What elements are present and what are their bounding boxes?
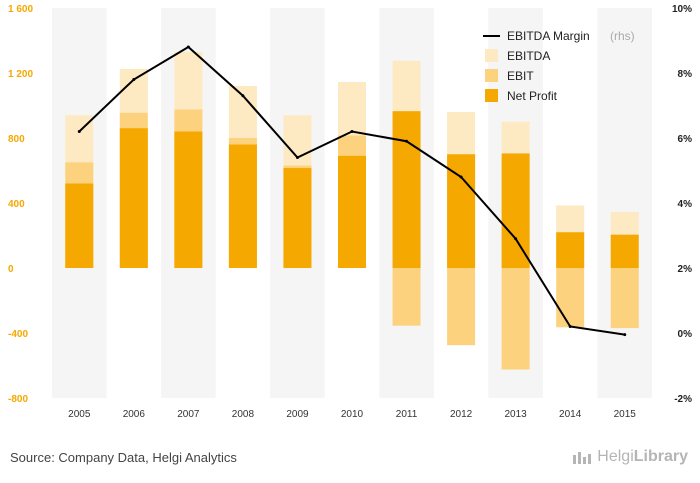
ebitda-margin-point xyxy=(514,237,518,241)
legend-net-profit-label: Net Profit xyxy=(507,89,558,103)
x-axis-ticks: 2005 2006 2007 2008 2009 2010 2011 2012 2013 2014… xyxy=(68,409,636,420)
ebitda-margin-point xyxy=(405,139,409,143)
library-icon xyxy=(573,452,592,464)
net-profit-bar xyxy=(556,232,585,268)
x-tick-label: 2009 xyxy=(286,409,309,420)
net-profit-bar xyxy=(65,183,94,268)
legend-ebit-label: EBIT xyxy=(507,69,534,83)
brand-logo: HelgiLibrary xyxy=(572,448,688,466)
left-tick-label: 1 200 xyxy=(8,69,33,80)
legend-ebitda-label: EBITDA xyxy=(507,49,550,63)
net-profit-bar xyxy=(501,153,530,268)
ebit-bar xyxy=(610,268,639,329)
net-profit-bar xyxy=(447,154,476,268)
left-tick-label: 0 xyxy=(8,264,14,275)
ebit-bar xyxy=(501,268,530,370)
legend-net-profit-swatch xyxy=(485,89,498,102)
ebitda-margin-point xyxy=(459,175,463,179)
ebit-bar xyxy=(447,268,476,346)
right-tick-label: 6% xyxy=(678,134,693,145)
legend-ebit-swatch xyxy=(485,69,498,82)
left-tick-label: 1 600 xyxy=(8,4,33,15)
ebitda-margin-point xyxy=(295,156,299,159)
legend-margin-label: EBITDA Margin xyxy=(507,29,590,43)
net-profit-bar xyxy=(228,144,257,268)
x-tick-label: 2010 xyxy=(341,409,364,420)
x-tick-label: 2006 xyxy=(123,409,146,420)
ebitda-margin-point xyxy=(186,45,190,49)
left-tick-label: -400 xyxy=(8,329,28,340)
brand-bold-text: Library xyxy=(633,448,688,465)
right-tick-label: 8% xyxy=(678,69,693,80)
ebit-bar xyxy=(392,268,421,326)
legend-ebitda-swatch xyxy=(485,49,498,62)
net-profit-bar xyxy=(392,111,421,268)
left-tick-label: -800 xyxy=(8,394,28,405)
x-tick-label: 2005 xyxy=(68,409,91,420)
left-tick-label: 800 xyxy=(8,134,25,145)
x-tick-label: 2007 xyxy=(177,409,200,420)
bars xyxy=(65,51,639,370)
x-tick-label: 2008 xyxy=(232,409,255,420)
net-profit-bar xyxy=(338,155,366,268)
ebitda-margin-point xyxy=(77,130,81,133)
right-tick-label: 4% xyxy=(678,199,693,210)
left-axis-ticks: 1 600 1 200 800 400 0 -400 -800 xyxy=(8,4,33,405)
x-tick-label: 2012 xyxy=(450,409,473,420)
source-note: Source: Company Data, Helgi Analytics xyxy=(10,450,237,465)
net-profit-bar xyxy=(119,128,148,268)
right-tick-label: 2% xyxy=(678,264,693,275)
net-profit-bar xyxy=(610,234,639,268)
net-profit-bar xyxy=(283,168,312,268)
right-axis-ticks: 10% 8% 6% 4% 2% 0% -2% xyxy=(672,4,692,405)
chart: 1 600 1 200 800 400 0 -400 -800 10% 8% 6% 4% 2% 0% -… xyxy=(8,4,692,420)
ebit-bar xyxy=(556,268,585,328)
brand-light-text: Helgi xyxy=(597,448,634,465)
right-tick-label: 10% xyxy=(672,4,692,15)
left-tick-label: 400 xyxy=(8,199,25,210)
ebitda-margin-point xyxy=(132,78,136,81)
ebitda-margin-point xyxy=(568,325,572,328)
net-profit-bar xyxy=(174,131,203,268)
x-tick-label: 2014 xyxy=(559,409,582,420)
ebitda-margin-point xyxy=(350,130,354,133)
plot-band xyxy=(597,8,652,398)
legend-margin-suffix: (rhs) xyxy=(610,29,635,43)
ebitda-margin-line-group xyxy=(77,45,627,337)
right-tick-label: 0% xyxy=(678,329,693,340)
ebitda-margin-point xyxy=(623,333,627,337)
ebitda-margin-point xyxy=(241,94,245,98)
x-tick-label: 2015 xyxy=(614,409,637,420)
legend: EBITDA Margin (rhs) EBITDA EBIT Net Prof… xyxy=(483,29,635,103)
right-tick-label: -2% xyxy=(674,394,692,405)
x-tick-label: 2013 xyxy=(505,409,528,420)
x-tick-label: 2011 xyxy=(396,409,418,420)
